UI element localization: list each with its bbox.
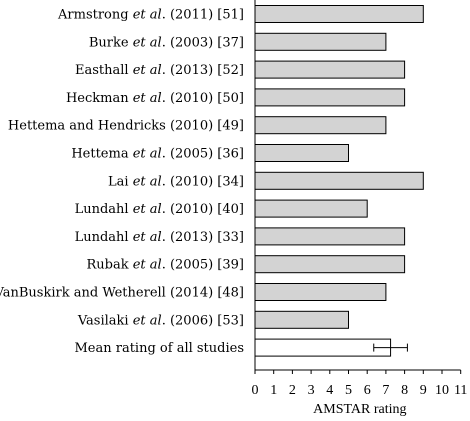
bar-12 — [254, 338, 392, 357]
bar-7 — [254, 199, 368, 218]
category-label-1: Burke et al. (2003) [37] — [89, 35, 244, 50]
category-label-12: Mean rating of all studies — [74, 341, 244, 356]
category-label-5: Hettema et al. (2005) [36] — [71, 147, 244, 162]
x-tick-label-8: 8 — [401, 383, 408, 398]
x-tick-label-2: 2 — [289, 383, 296, 398]
x-tick-label-3: 3 — [308, 383, 315, 398]
category-label-4: Hettema and Hendricks (2010) [49] — [8, 119, 244, 134]
category-label-7: Lundahl et al. (2010) [40] — [75, 202, 244, 217]
category-label-10: VanBuskirk and Wetherell (2014) [48] — [0, 286, 244, 301]
bar-11 — [254, 310, 349, 329]
x-tick-label-9: 9 — [420, 383, 427, 398]
x-tick-label-0: 0 — [252, 383, 259, 398]
x-tick-label-5: 5 — [345, 383, 352, 398]
bar-3 — [254, 88, 406, 107]
bar-9 — [254, 255, 406, 274]
x-ticks: 0 1 2 3 4 5 6 7 8 9 10 11 — [252, 370, 467, 398]
bar-5 — [254, 144, 349, 162]
category-label-6: Lai et al. (2010) [34] — [108, 174, 244, 189]
category-labels: Armstrong et al. (2011) [51] Burke et al.… — [0, 8, 244, 357]
x-axis-title: AMSTAR rating — [313, 402, 406, 417]
category-label-11: Vasilaki et al. (2006) [53] — [77, 313, 244, 328]
x-tick-label-11: 11 — [454, 383, 467, 398]
bar-10 — [254, 283, 387, 301]
bar-6 — [254, 171, 424, 190]
category-label-2: Easthall et al. (2013) [52] — [75, 63, 244, 78]
category-label-3: Heckman et al. (2010) [50] — [66, 91, 244, 106]
x-axis — [254, 0, 461, 371]
x-tick-label-1: 1 — [270, 383, 277, 398]
x-tick-label-10: 10 — [435, 383, 449, 398]
bars-group — [254, 5, 424, 357]
category-label-9: Rubak et al. (2005) [39] — [86, 258, 244, 273]
x-tick-label-6: 6 — [364, 383, 371, 398]
bar-8 — [254, 227, 406, 246]
x-tick-label-4: 4 — [326, 383, 333, 398]
bar-4 — [254, 116, 387, 135]
category-label-0: Armstrong et al. (2011) [51] — [57, 8, 244, 23]
bar-1 — [254, 32, 387, 51]
x-tick-label-7: 7 — [382, 383, 389, 398]
bar-0 — [254, 5, 424, 23]
error-bar-12 — [373, 343, 408, 352]
category-label-8: Lundahl et al. (2013) [33] — [75, 230, 244, 245]
bar-2 — [254, 60, 406, 79]
